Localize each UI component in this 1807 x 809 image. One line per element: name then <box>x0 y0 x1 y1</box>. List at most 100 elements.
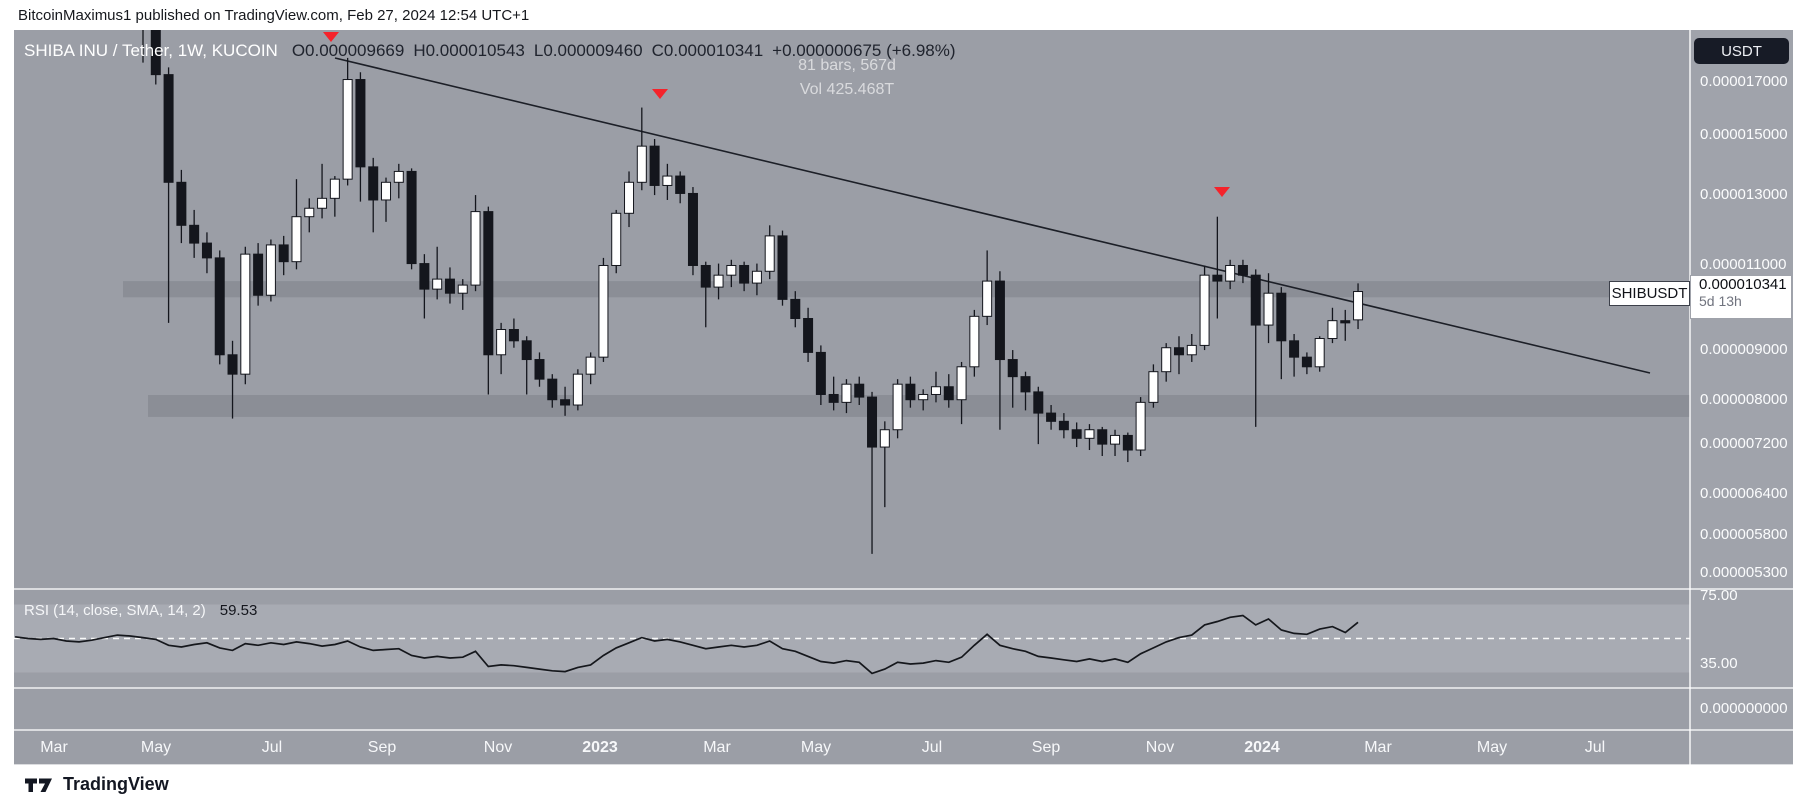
candle-up <box>726 264 737 276</box>
time-axis-month-label: Jul <box>921 739 943 756</box>
last-price-value: 0.000010341 <box>1699 276 1787 293</box>
price-axis-label: 0.000007200 <box>1700 435 1788 453</box>
ohlc-values: O0.000009669 H0.000010543 L0.000009460 C0.0… <box>292 41 772 60</box>
candle-down <box>1046 412 1057 422</box>
candle-up <box>751 270 762 284</box>
price-axis-label: 0.000011000 <box>1700 256 1787 274</box>
candle-down <box>867 396 878 448</box>
candle-up <box>381 181 392 201</box>
candle-down <box>994 280 1005 361</box>
candle-up <box>496 329 507 356</box>
candle-down <box>444 278 455 294</box>
symbol-price-tag: SHIBUSDT <box>1609 281 1690 306</box>
pane3-axis-label: 0.000000000 <box>1700 700 1788 717</box>
candle-up <box>291 216 302 263</box>
support-zone <box>148 394 1690 417</box>
candle-up <box>969 315 980 368</box>
candle-up <box>598 264 609 358</box>
candle-down <box>201 242 212 259</box>
time-axis-month-label: Jul <box>261 739 283 756</box>
bar-countdown: 5d 13h <box>1699 293 1742 309</box>
ohlc-item-h: H0.000010543 <box>413 41 525 60</box>
candle-up <box>662 175 673 186</box>
sell-signal-marker-icon[interactable] <box>323 32 339 42</box>
candle-up <box>1314 338 1325 368</box>
rsi-label: RSI (14, close, SMA, 14, 2) <box>24 602 206 619</box>
time-axis-month-label: May <box>1476 739 1508 756</box>
resistance-zone <box>123 281 1690 298</box>
rsi-axis-label: 75.00 <box>1700 587 1738 604</box>
candle-down <box>1276 292 1287 342</box>
rsi-value: 59.53 <box>219 602 258 619</box>
ohlc-item-o: O0.000009669 <box>291 41 405 60</box>
candle-up <box>636 145 647 183</box>
candle-down <box>803 317 814 353</box>
attribution-text: BitcoinMaximus1 published on TradingView… <box>18 7 530 24</box>
candle-up <box>1353 291 1364 321</box>
candles-layer <box>142 30 1364 554</box>
axis-column-background <box>1690 30 1793 765</box>
candle-up <box>432 278 443 290</box>
chart-legend: SHIBA INU / Tether, 1W, KUCOIN O0.0000096… <box>24 41 965 61</box>
candle-down <box>176 181 187 226</box>
candle-down <box>790 298 801 319</box>
candle-down <box>1212 274 1223 282</box>
price-axis-label: 0.000017000 <box>1700 73 1788 90</box>
candle-down <box>1301 356 1312 368</box>
descending-trendline[interactable] <box>334 57 1651 374</box>
candle-up <box>342 79 353 180</box>
currency-toggle-button[interactable]: USDT <box>1694 38 1789 64</box>
measurement-volume-text: Vol 425.468T <box>799 81 895 98</box>
tradingview-logo-text: TradingView <box>63 774 169 794</box>
time-axis-month-label: Mar <box>703 739 731 756</box>
candle-down <box>777 235 788 300</box>
candle-down <box>1058 420 1069 431</box>
candle-down <box>1237 264 1248 276</box>
candle-up <box>982 280 993 317</box>
candle-up <box>1135 401 1146 451</box>
candle-up <box>317 197 328 209</box>
candle-up <box>841 383 852 403</box>
candle-down <box>1340 320 1351 324</box>
time-axis-month-label: Sep <box>1031 739 1061 756</box>
candle-down <box>214 257 225 356</box>
candle-up <box>611 212 622 266</box>
candle-up <box>585 356 596 375</box>
candle-down <box>406 170 417 265</box>
candle-down <box>905 383 916 401</box>
time-axis-year-label: 2023 <box>582 739 618 756</box>
rsi-layer <box>14 614 1359 675</box>
price-axis-label: 0.000006400 <box>1700 484 1788 502</box>
candle-down <box>1250 274 1261 326</box>
candle-down <box>1289 340 1300 358</box>
candle-down <box>943 386 954 401</box>
candle-down <box>355 79 366 168</box>
candle-up <box>304 207 315 218</box>
candle-down <box>687 192 698 266</box>
sell-signal-marker-icon[interactable] <box>1214 187 1230 197</box>
time-axis-month-label: Jul <box>1584 739 1606 756</box>
candle-up <box>624 181 635 214</box>
candle-up <box>764 235 775 272</box>
candle-up <box>329 178 340 199</box>
candle-up <box>265 244 276 296</box>
candle-down <box>1007 359 1018 378</box>
candle-up <box>1084 429 1095 439</box>
candle-down <box>508 329 519 342</box>
candle-down <box>547 378 558 401</box>
time-axis-month-label: Nov <box>483 739 513 756</box>
time-axis-year-label: 2024 <box>1244 739 1280 756</box>
sell-signal-marker-icon[interactable] <box>652 89 668 99</box>
tradingview-logo[interactable]: TradingView <box>24 774 169 795</box>
price-axis-label: 0.000013000 <box>1700 186 1788 204</box>
candle-down <box>419 263 430 290</box>
change-value: +0.000000675 (+6.98%) <box>772 41 956 60</box>
candle-down <box>560 399 571 406</box>
time-axis-month-label: Nov <box>1145 739 1175 756</box>
candle-down <box>278 244 289 263</box>
price-axis-label: 0.000005800 <box>1700 526 1788 544</box>
rsi-indicator-legend: RSI (14, close, SMA, 14, 2) 59.53 <box>24 602 257 619</box>
candle-down <box>189 224 200 244</box>
price-axis-label: 0.000009000 <box>1700 341 1788 359</box>
